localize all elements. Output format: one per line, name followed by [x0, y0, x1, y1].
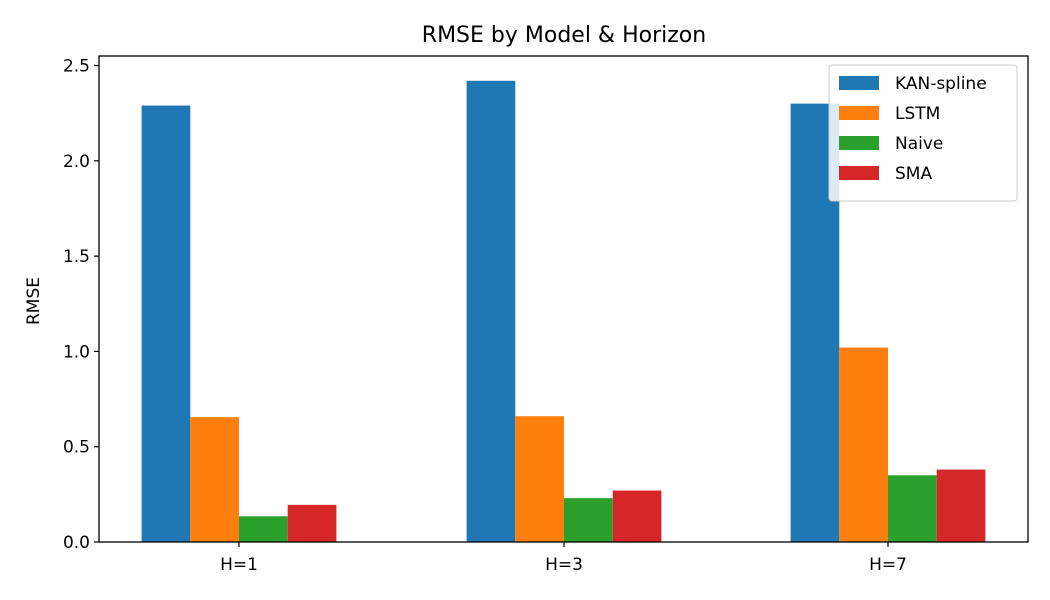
legend-swatch [839, 76, 879, 90]
y-tick-label: 0.5 [63, 438, 90, 458]
y-tick-label: 0.0 [63, 533, 90, 553]
y-axis-label: RMSE [24, 277, 44, 325]
legend-label: KAN-spline [895, 74, 987, 94]
x-tick-label: H=3 [545, 555, 583, 575]
bar-kan-spline-h-3 [466, 80, 516, 542]
plot-frame [98, 55, 1029, 543]
y-tick-label: 2.0 [63, 152, 90, 172]
bar-naive-h-7 [888, 475, 937, 542]
x-tick-label: H=1 [220, 555, 258, 575]
chart-title: RMSE by Model & Horizon [422, 23, 706, 48]
legend-label: Naive [895, 134, 943, 154]
bar-kan-spline-h-1 [141, 105, 191, 543]
y-ticks-group: 0.0 0.5 1.0 1.5 2.0 2.5 [63, 57, 99, 553]
bar-lstm-h-1 [190, 417, 239, 542]
bars-group [141, 80, 986, 543]
legend-label: LSTM [895, 104, 940, 124]
bar-naive-h-1 [239, 516, 288, 542]
bar-naive-h-3 [564, 498, 613, 542]
x-ticks-group: H=1 H=3 H=7 [220, 542, 907, 575]
legend-swatch [839, 166, 879, 180]
y-tick-label: 1.5 [63, 247, 90, 267]
legend: KAN-spline LSTM Naive SMA [828, 64, 1018, 202]
legend-swatch [839, 106, 879, 120]
bar-sma-h-1 [287, 504, 337, 542]
legend-swatch [839, 136, 879, 150]
legend-label: SMA [895, 164, 932, 184]
y-tick-label: 1.0 [63, 342, 90, 362]
bar-lstm-h-3 [515, 416, 564, 542]
bar-lstm-h-7 [839, 347, 888, 542]
bar-sma-h-7 [936, 469, 986, 542]
bar-sma-h-3 [612, 490, 662, 542]
x-tick-label: H=7 [869, 555, 907, 575]
y-tick-label: 2.5 [63, 57, 90, 77]
